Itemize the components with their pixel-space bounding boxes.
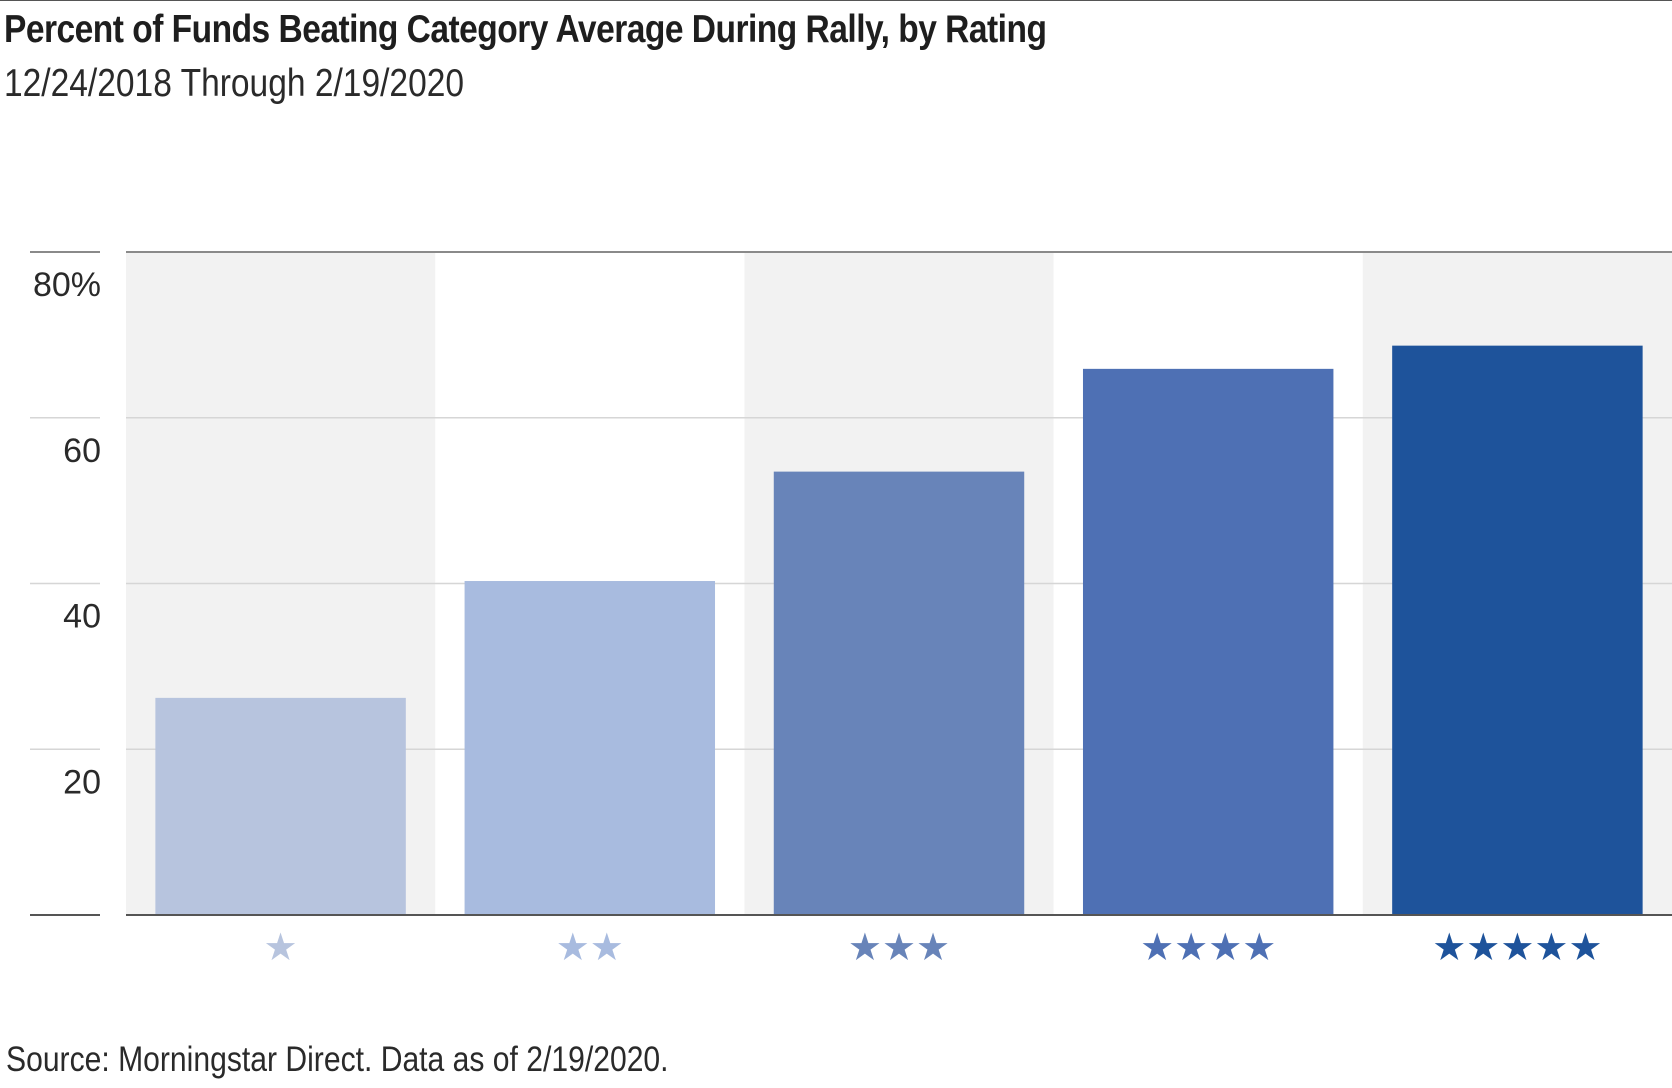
- bar: [464, 581, 716, 915]
- chart-title: Percent of Funds Beating Category Averag…: [4, 8, 1047, 51]
- x-tick-label: ★★★: [848, 925, 950, 969]
- bars: [126, 345, 1672, 916]
- bar: [155, 697, 406, 915]
- chart-subtitle: 12/24/2018 Through 2/19/2020: [4, 62, 465, 105]
- y-axis-ticks: 20 40 60 80%: [33, 266, 101, 801]
- x-tick-label: ★: [264, 925, 298, 969]
- y-tick-label: 80%: [33, 266, 101, 304]
- y-tick-label: 20: [63, 763, 101, 801]
- x-tick-label: ★★★★: [1140, 925, 1276, 969]
- x-tick-label: ★★: [556, 925, 624, 969]
- bar: [1082, 368, 1334, 915]
- top-rule: [0, 0, 1672, 1]
- x-tick-label: ★★★★★: [1432, 925, 1602, 969]
- bar: [1392, 345, 1643, 915]
- y-tick-label: 40: [63, 598, 101, 636]
- x-axis-ticks: ★ ★★ ★★★ ★★★★ ★★★★★: [264, 925, 1603, 969]
- bar: [773, 471, 1025, 915]
- source-note: Source: Morningstar Direct. Data as of 2…: [6, 1040, 669, 1079]
- y-tick-label: 60: [63, 432, 101, 470]
